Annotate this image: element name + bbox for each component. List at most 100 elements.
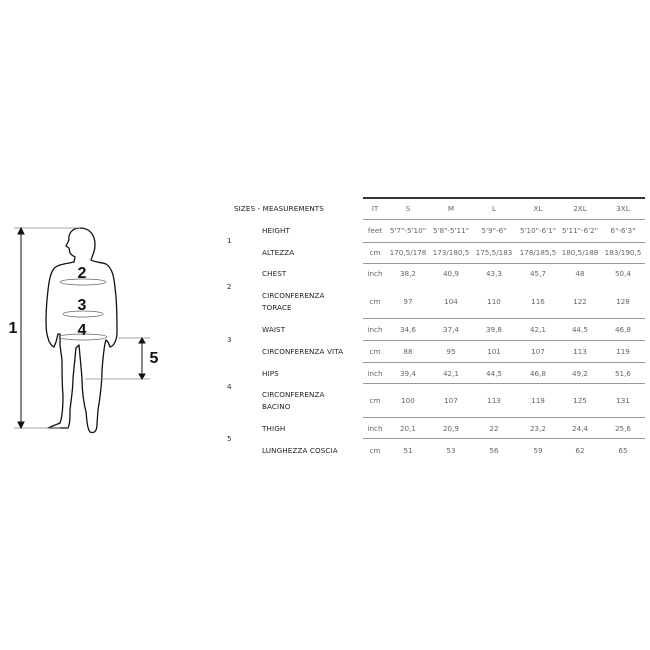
value-cell: 46,8: [529, 369, 546, 378]
value-cell: 131: [616, 396, 630, 405]
row-divider: [363, 362, 645, 363]
hips-ellipse: [58, 333, 108, 341]
unit-cell: feet: [367, 226, 383, 235]
value-cell: 107: [444, 396, 458, 405]
value-cell: 20,1: [399, 424, 416, 433]
group-number: 5: [227, 434, 232, 443]
figure-label-2: 2: [78, 265, 87, 282]
value-cell: 107: [531, 347, 545, 356]
size-header-xl: XL: [533, 204, 543, 213]
value-cell: 113: [573, 347, 587, 356]
value-cell: 23,2: [529, 424, 546, 433]
row-divider: [363, 438, 645, 439]
table-title: SIZES - MEASUREMENTS: [234, 204, 324, 213]
value-cell: 44,5: [571, 325, 588, 334]
value-cell: 5'10"-6'1": [519, 226, 557, 235]
chest-ellipse: [59, 278, 107, 286]
unit-cell: cm: [369, 396, 381, 405]
value-cell: 97: [403, 297, 413, 306]
height-arrow: [17, 226, 25, 430]
row-divider: [363, 197, 645, 199]
value-cell: 6"-6'3": [610, 226, 636, 235]
measurement-label: THIGH: [262, 424, 286, 433]
value-cell: 180,5/188: [561, 248, 599, 257]
unit-cell: inch: [367, 269, 383, 278]
row-divider: [363, 318, 645, 319]
figure-label-3: 3: [78, 297, 87, 314]
value-cell: 100: [401, 396, 415, 405]
value-cell: 42,1: [442, 369, 459, 378]
unit-cell: cm: [369, 297, 381, 306]
value-cell: 39,8: [485, 325, 502, 334]
group-number: 1: [227, 236, 232, 245]
value-cell: 44,5: [485, 369, 502, 378]
group-number: 2: [227, 282, 232, 291]
row-divider: [363, 242, 645, 243]
value-cell: 65: [618, 446, 628, 455]
row-divider: [363, 383, 645, 384]
value-cell: 25,6: [614, 424, 631, 433]
value-cell: 173/180,5: [432, 248, 470, 257]
value-cell: 20,9: [442, 424, 459, 433]
value-cell: 119: [616, 347, 630, 356]
body-measurement-figure: 1 2 3 4 5: [9, 226, 159, 434]
value-cell: 5'7"-5'10": [389, 226, 427, 235]
value-cell: 178/185,5: [519, 248, 557, 257]
value-cell: 51: [403, 446, 413, 455]
measurement-label: WAIST: [262, 325, 286, 334]
row-divider: [363, 417, 645, 418]
value-cell: 40,9: [442, 269, 459, 278]
value-cell: 48: [575, 269, 585, 278]
value-cell: 39,4: [399, 369, 416, 378]
value-cell: 46,8: [614, 325, 631, 334]
value-cell: 38,2: [399, 269, 416, 278]
measurement-label: ALTEZZA: [262, 248, 295, 257]
value-cell: 43,3: [485, 269, 502, 278]
size-header-l: L: [491, 204, 496, 213]
value-cell: 122: [573, 297, 587, 306]
unit-cell: cm: [369, 446, 381, 455]
value-cell: 53: [446, 446, 456, 455]
measurement-label: LUNGHEZZA COSCIA: [262, 446, 338, 455]
value-cell: 104: [444, 297, 458, 306]
value-cell: 51,6: [614, 369, 631, 378]
value-cell: 88: [403, 347, 413, 356]
value-cell: 5'11"-6'2": [561, 226, 599, 235]
unit-cell: cm: [369, 347, 381, 356]
value-cell: 22: [489, 424, 499, 433]
figure-label-1: 1: [9, 320, 18, 337]
group-number: 3: [227, 335, 232, 344]
value-cell: 56: [489, 446, 499, 455]
value-cell: 45,7: [529, 269, 546, 278]
unit-column-header: IT: [371, 204, 379, 213]
value-cell: 183/190,5: [604, 248, 642, 257]
value-cell: 5'8"-5'11": [432, 226, 470, 235]
unit-cell: inch: [367, 325, 383, 334]
measurement-label: CIRCONFERENZA: [262, 291, 325, 300]
value-cell: 128: [616, 297, 630, 306]
measurement-label: CIRCONFERENZA VITA: [262, 347, 344, 356]
body-silhouette: [45, 227, 118, 434]
figure-label-4: 4: [78, 322, 87, 339]
thigh-arrow: [138, 337, 146, 380]
value-cell: 116: [531, 297, 545, 306]
value-cell: 42,1: [529, 325, 546, 334]
size-header-2xl: 2XL: [573, 204, 587, 213]
measurement-label: CIRCONFERENZA: [262, 390, 325, 399]
value-cell: 125: [573, 396, 587, 405]
waist-ellipse: [62, 310, 104, 318]
value-cell: 62: [575, 446, 585, 455]
value-cell: 113: [487, 396, 501, 405]
value-cell: 170,5/178: [389, 248, 427, 257]
size-header-3xl: 3XL: [616, 204, 630, 213]
value-cell: 50,4: [614, 269, 631, 278]
value-cell: 37,4: [442, 325, 459, 334]
value-cell: 49,2: [571, 369, 588, 378]
measurement-label: HEIGHT: [262, 226, 291, 235]
unit-cell: inch: [367, 424, 383, 433]
unit-cell: cm: [369, 248, 381, 257]
measurement-label: CHEST: [262, 269, 287, 278]
measurement-label: HIPS: [262, 369, 279, 378]
value-cell: 175,5/183: [475, 248, 513, 257]
row-divider: [363, 263, 645, 264]
